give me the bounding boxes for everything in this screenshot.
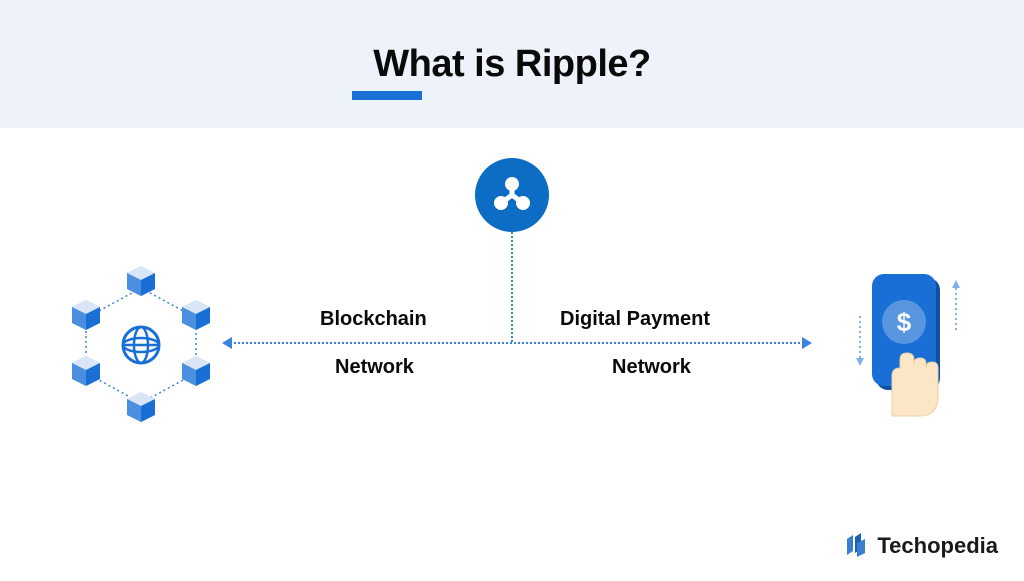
connector-vertical: [511, 232, 513, 342]
techopedia-logo-icon: [843, 533, 869, 559]
connector-horizontal: [230, 342, 804, 344]
ripple-triskelion-icon: [490, 173, 534, 217]
label-digital-payment: Digital Payment: [560, 308, 710, 331]
diagram-area: Blockchain Network Digital Payment Netwo…: [0, 128, 1024, 528]
arrow-right-icon: [802, 337, 812, 349]
page-title: What is Ripple?: [373, 43, 651, 86]
label-network-right: Network: [612, 356, 691, 379]
footer-brand-text: Techopedia: [877, 533, 998, 559]
ripple-logo-icon: [475, 158, 549, 232]
digital-payment-phone-icon: $: [844, 268, 974, 418]
label-network-left: Network: [335, 356, 414, 379]
header-banner: What is Ripple?: [0, 0, 1024, 128]
title-underline: [352, 91, 422, 100]
svg-text:$: $: [897, 307, 912, 337]
blockchain-network-icon: [56, 258, 226, 428]
footer-brand: Techopedia: [843, 533, 998, 559]
label-blockchain: Blockchain: [320, 308, 427, 331]
